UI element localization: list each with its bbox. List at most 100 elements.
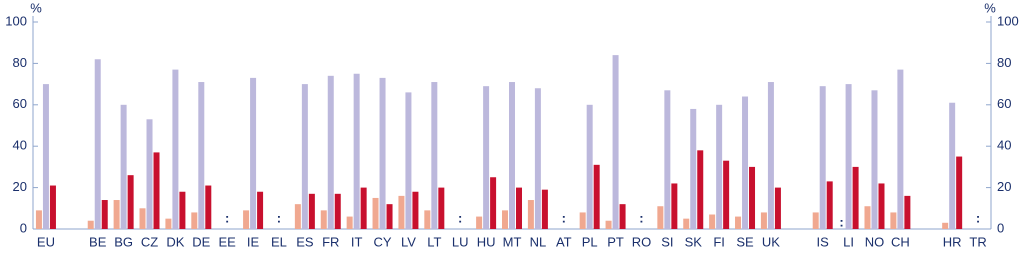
bar xyxy=(294,204,301,229)
bar xyxy=(683,218,690,229)
bar xyxy=(579,212,586,229)
bar xyxy=(127,175,134,229)
bar xyxy=(864,206,871,229)
bar xyxy=(709,214,716,229)
missing-marker: : xyxy=(562,210,566,225)
bar xyxy=(49,185,56,229)
y-axis-label: % xyxy=(30,0,42,15)
x-tick-label: ES xyxy=(296,234,314,249)
bar xyxy=(819,86,826,229)
bar xyxy=(716,104,723,229)
x-tick-label: HR xyxy=(943,234,962,249)
bar xyxy=(146,119,153,229)
bar xyxy=(198,82,205,229)
bar xyxy=(534,88,541,230)
missing-marker: : xyxy=(277,210,281,225)
x-tick-label: LI xyxy=(843,234,854,249)
x-tick-label: BG xyxy=(114,234,133,249)
x-tick-label: EU xyxy=(37,234,55,249)
bar xyxy=(541,189,548,229)
bar xyxy=(619,204,626,229)
bar xyxy=(308,193,315,229)
x-tick-label: DE xyxy=(192,234,210,249)
x-tick-label: HU xyxy=(477,234,496,249)
missing-marker: : xyxy=(976,210,980,225)
x-tick-label: IE xyxy=(247,234,260,249)
bar xyxy=(657,206,664,229)
bar xyxy=(353,73,360,229)
bar xyxy=(172,69,179,229)
x-tick-label: BE xyxy=(89,234,107,249)
x-tick-label: PT xyxy=(607,234,624,249)
bar xyxy=(438,187,445,229)
bar xyxy=(612,55,619,230)
x-tick-label: NO xyxy=(865,234,885,249)
y2-axis-label: % xyxy=(984,0,996,15)
bar xyxy=(334,193,341,229)
bar xyxy=(113,200,120,229)
bar xyxy=(502,210,508,229)
y2-tick-label: 100 xyxy=(997,13,1019,28)
bar xyxy=(301,84,308,229)
y-tick-label: 20 xyxy=(13,179,27,194)
bar xyxy=(257,191,264,229)
bar xyxy=(767,82,774,229)
y-tick-label: 60 xyxy=(13,96,27,111)
bar xyxy=(120,104,127,229)
bar xyxy=(386,204,393,229)
bar xyxy=(398,195,405,229)
bar xyxy=(101,200,108,229)
bar xyxy=(904,195,911,229)
bar xyxy=(179,191,186,229)
bar xyxy=(586,104,593,229)
bar xyxy=(897,69,904,229)
bar xyxy=(346,216,353,229)
bar xyxy=(431,82,438,229)
y2-tick-label: 80 xyxy=(997,55,1011,70)
bar xyxy=(87,220,94,229)
x-tick-label: MT xyxy=(503,234,522,249)
bar xyxy=(949,102,956,229)
y2-tick-label: 20 xyxy=(997,179,1011,194)
bar xyxy=(664,90,671,229)
x-tick-label: LU xyxy=(452,234,469,249)
bar xyxy=(165,218,172,229)
missing-marker: : xyxy=(839,214,843,229)
bar xyxy=(956,156,963,229)
bar xyxy=(845,84,852,229)
bar xyxy=(942,222,949,229)
x-tick-label: LV xyxy=(401,234,416,249)
x-tick-label: IS xyxy=(817,234,830,249)
x-tick-label: FI xyxy=(713,234,725,249)
bar xyxy=(412,191,419,229)
bar xyxy=(153,152,160,229)
x-tick-label: FR xyxy=(322,234,339,249)
bar xyxy=(749,166,756,229)
x-tick-label: CZ xyxy=(141,234,158,249)
bar xyxy=(871,90,878,229)
x-tick-label: EE xyxy=(219,234,237,249)
bar xyxy=(405,92,412,229)
bar xyxy=(509,82,515,229)
bar xyxy=(697,150,704,229)
bar xyxy=(483,86,490,229)
x-tick-label: TR xyxy=(969,234,986,249)
bar xyxy=(327,75,334,229)
bar xyxy=(742,96,749,230)
bar xyxy=(890,212,897,229)
bar xyxy=(760,212,767,229)
bar xyxy=(527,200,534,229)
bar xyxy=(379,77,386,229)
bar xyxy=(424,210,431,229)
x-tick-label: NL xyxy=(530,234,547,249)
bar xyxy=(42,84,49,229)
bar xyxy=(94,59,101,230)
y-tick-label: 80 xyxy=(13,55,27,70)
bar xyxy=(243,210,250,229)
missing-marker: : xyxy=(639,210,643,225)
x-tick-label: SK xyxy=(685,234,703,249)
y-tick-label: 100 xyxy=(5,13,27,28)
bar xyxy=(372,197,379,229)
y2-tick-label: 60 xyxy=(997,96,1011,111)
x-tick-label: AT xyxy=(556,234,572,249)
